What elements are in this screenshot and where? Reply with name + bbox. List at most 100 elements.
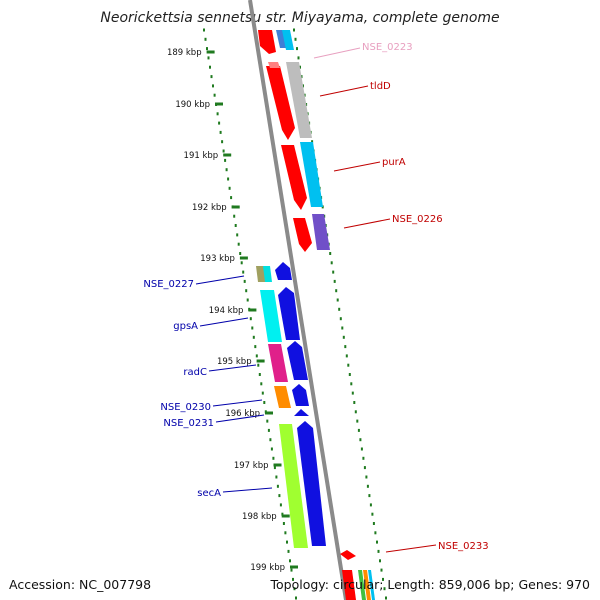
gene-feature[interactable] <box>266 66 295 140</box>
gene-feature[interactable] <box>340 550 356 560</box>
gene-feature[interactable] <box>263 266 272 282</box>
kbp-tick-label: 190 kbp <box>175 100 210 110</box>
kbp-tick-label: 198 kbp <box>242 512 277 522</box>
scale-dot <box>225 168 228 172</box>
scale-dot <box>360 447 363 451</box>
scale-dot <box>234 224 237 227</box>
scale-dot <box>332 270 335 274</box>
gene-feature[interactable] <box>294 409 309 416</box>
scale-dot <box>339 317 342 321</box>
scale-dot <box>236 233 239 237</box>
scale-dot <box>330 261 333 265</box>
kbp-tick-label: 192 kbp <box>192 203 227 213</box>
gene-feature[interactable] <box>260 290 282 342</box>
scale-dot <box>263 401 266 404</box>
scale-dot <box>341 326 344 330</box>
scale-dot <box>228 186 231 190</box>
kbp-tick-label: 199 kbp <box>250 563 285 573</box>
kbp-tick-label: 191 kbp <box>184 151 219 161</box>
scale-dot <box>227 177 230 181</box>
gene-label-gpsa: gpsA <box>173 321 198 332</box>
gene-feature[interactable] <box>279 424 308 548</box>
scale-dot <box>213 93 216 97</box>
scale-dot <box>240 261 243 265</box>
scale-dot <box>348 373 351 376</box>
gene-feature[interactable] <box>293 218 312 252</box>
gene-feature[interactable] <box>258 30 276 54</box>
scale-dot <box>206 47 208 51</box>
scale-dot <box>272 456 275 460</box>
scale-dot <box>286 540 288 544</box>
scale-dot <box>269 438 272 442</box>
scale-dot <box>366 484 369 488</box>
scale-dot <box>266 419 269 423</box>
scale-dot <box>363 466 366 470</box>
gene-label-tldd: tldD <box>370 81 391 92</box>
gene-label-nse-0223: NSE_0223 <box>362 42 413 53</box>
gene-feature[interactable] <box>287 341 308 380</box>
gene-feature[interactable] <box>281 145 307 210</box>
gene-feature[interactable] <box>363 570 371 600</box>
gene-feature[interactable] <box>274 386 291 408</box>
scale-dot <box>356 419 359 423</box>
scale-dot <box>365 475 368 479</box>
scale-dot <box>221 140 224 144</box>
scale-dot <box>284 531 287 535</box>
gene-label-nse-0227: NSE_0227 <box>143 279 194 290</box>
scale-dot <box>270 447 273 451</box>
scale-dot <box>297 56 300 60</box>
scale-dot <box>299 65 301 69</box>
gene-feature[interactable] <box>268 62 280 68</box>
scale-dot <box>338 307 341 311</box>
scale-dot <box>237 242 240 246</box>
scale-dot <box>374 531 377 535</box>
gene-feature[interactable] <box>292 384 309 406</box>
scale-dot <box>351 391 354 395</box>
gene-feature[interactable] <box>275 262 292 280</box>
scale-dot <box>311 140 314 144</box>
kbp-tick-label: 194 kbp <box>209 306 244 316</box>
scale-dot <box>267 428 270 432</box>
kbp-tick-label: 189 kbp <box>167 48 202 58</box>
gene-feature[interactable] <box>342 570 356 600</box>
scale-dot <box>246 298 249 302</box>
accession-label: Accession: NC_007798 <box>9 577 152 592</box>
scale-dot <box>287 549 290 553</box>
gene-feature[interactable] <box>312 214 330 250</box>
gene-feature[interactable] <box>300 142 323 207</box>
scale-dot <box>219 130 222 134</box>
scale-dot <box>216 112 219 116</box>
scale-dot <box>233 214 236 218</box>
scale-dot <box>278 494 281 498</box>
scale-dot <box>372 522 375 525</box>
gene-label-pura: purA <box>382 157 406 168</box>
scale-dot <box>371 512 374 516</box>
scale-dot <box>336 298 339 302</box>
kbp-ticks: 189 kbp 190 kbp 191 kbp 192 kbp 193 kbp 194 k… <box>167 48 298 573</box>
gene-feature[interactable] <box>358 570 366 600</box>
gene-feature[interactable] <box>282 30 294 50</box>
gene-feature[interactable] <box>278 287 300 340</box>
scale-dot <box>359 438 362 442</box>
scale-dot <box>292 577 294 581</box>
scale-dot <box>203 28 205 32</box>
reverse-genes <box>256 262 326 548</box>
gene-feature[interactable] <box>268 344 288 382</box>
scale-dot <box>210 75 213 79</box>
gene-feature[interactable] <box>368 570 375 600</box>
scale-dot <box>379 559 381 563</box>
scale-dot <box>245 289 248 293</box>
scale-dot <box>290 568 293 572</box>
scale-dot <box>276 484 279 488</box>
gene-label-nse-0231: NSE_0231 <box>163 418 214 429</box>
scale-dot <box>251 326 254 330</box>
scale-dot <box>281 512 284 516</box>
scale-dot <box>295 596 297 600</box>
gene-feature[interactable] <box>297 421 326 546</box>
scale-dot <box>344 345 347 349</box>
scale-dot <box>368 494 371 498</box>
scale-dot <box>230 196 233 200</box>
gene-feature[interactable] <box>286 62 312 138</box>
scale-dot <box>382 577 384 581</box>
topology-label: Topology: circular; Length: 859,006 bp; … <box>270 577 591 592</box>
